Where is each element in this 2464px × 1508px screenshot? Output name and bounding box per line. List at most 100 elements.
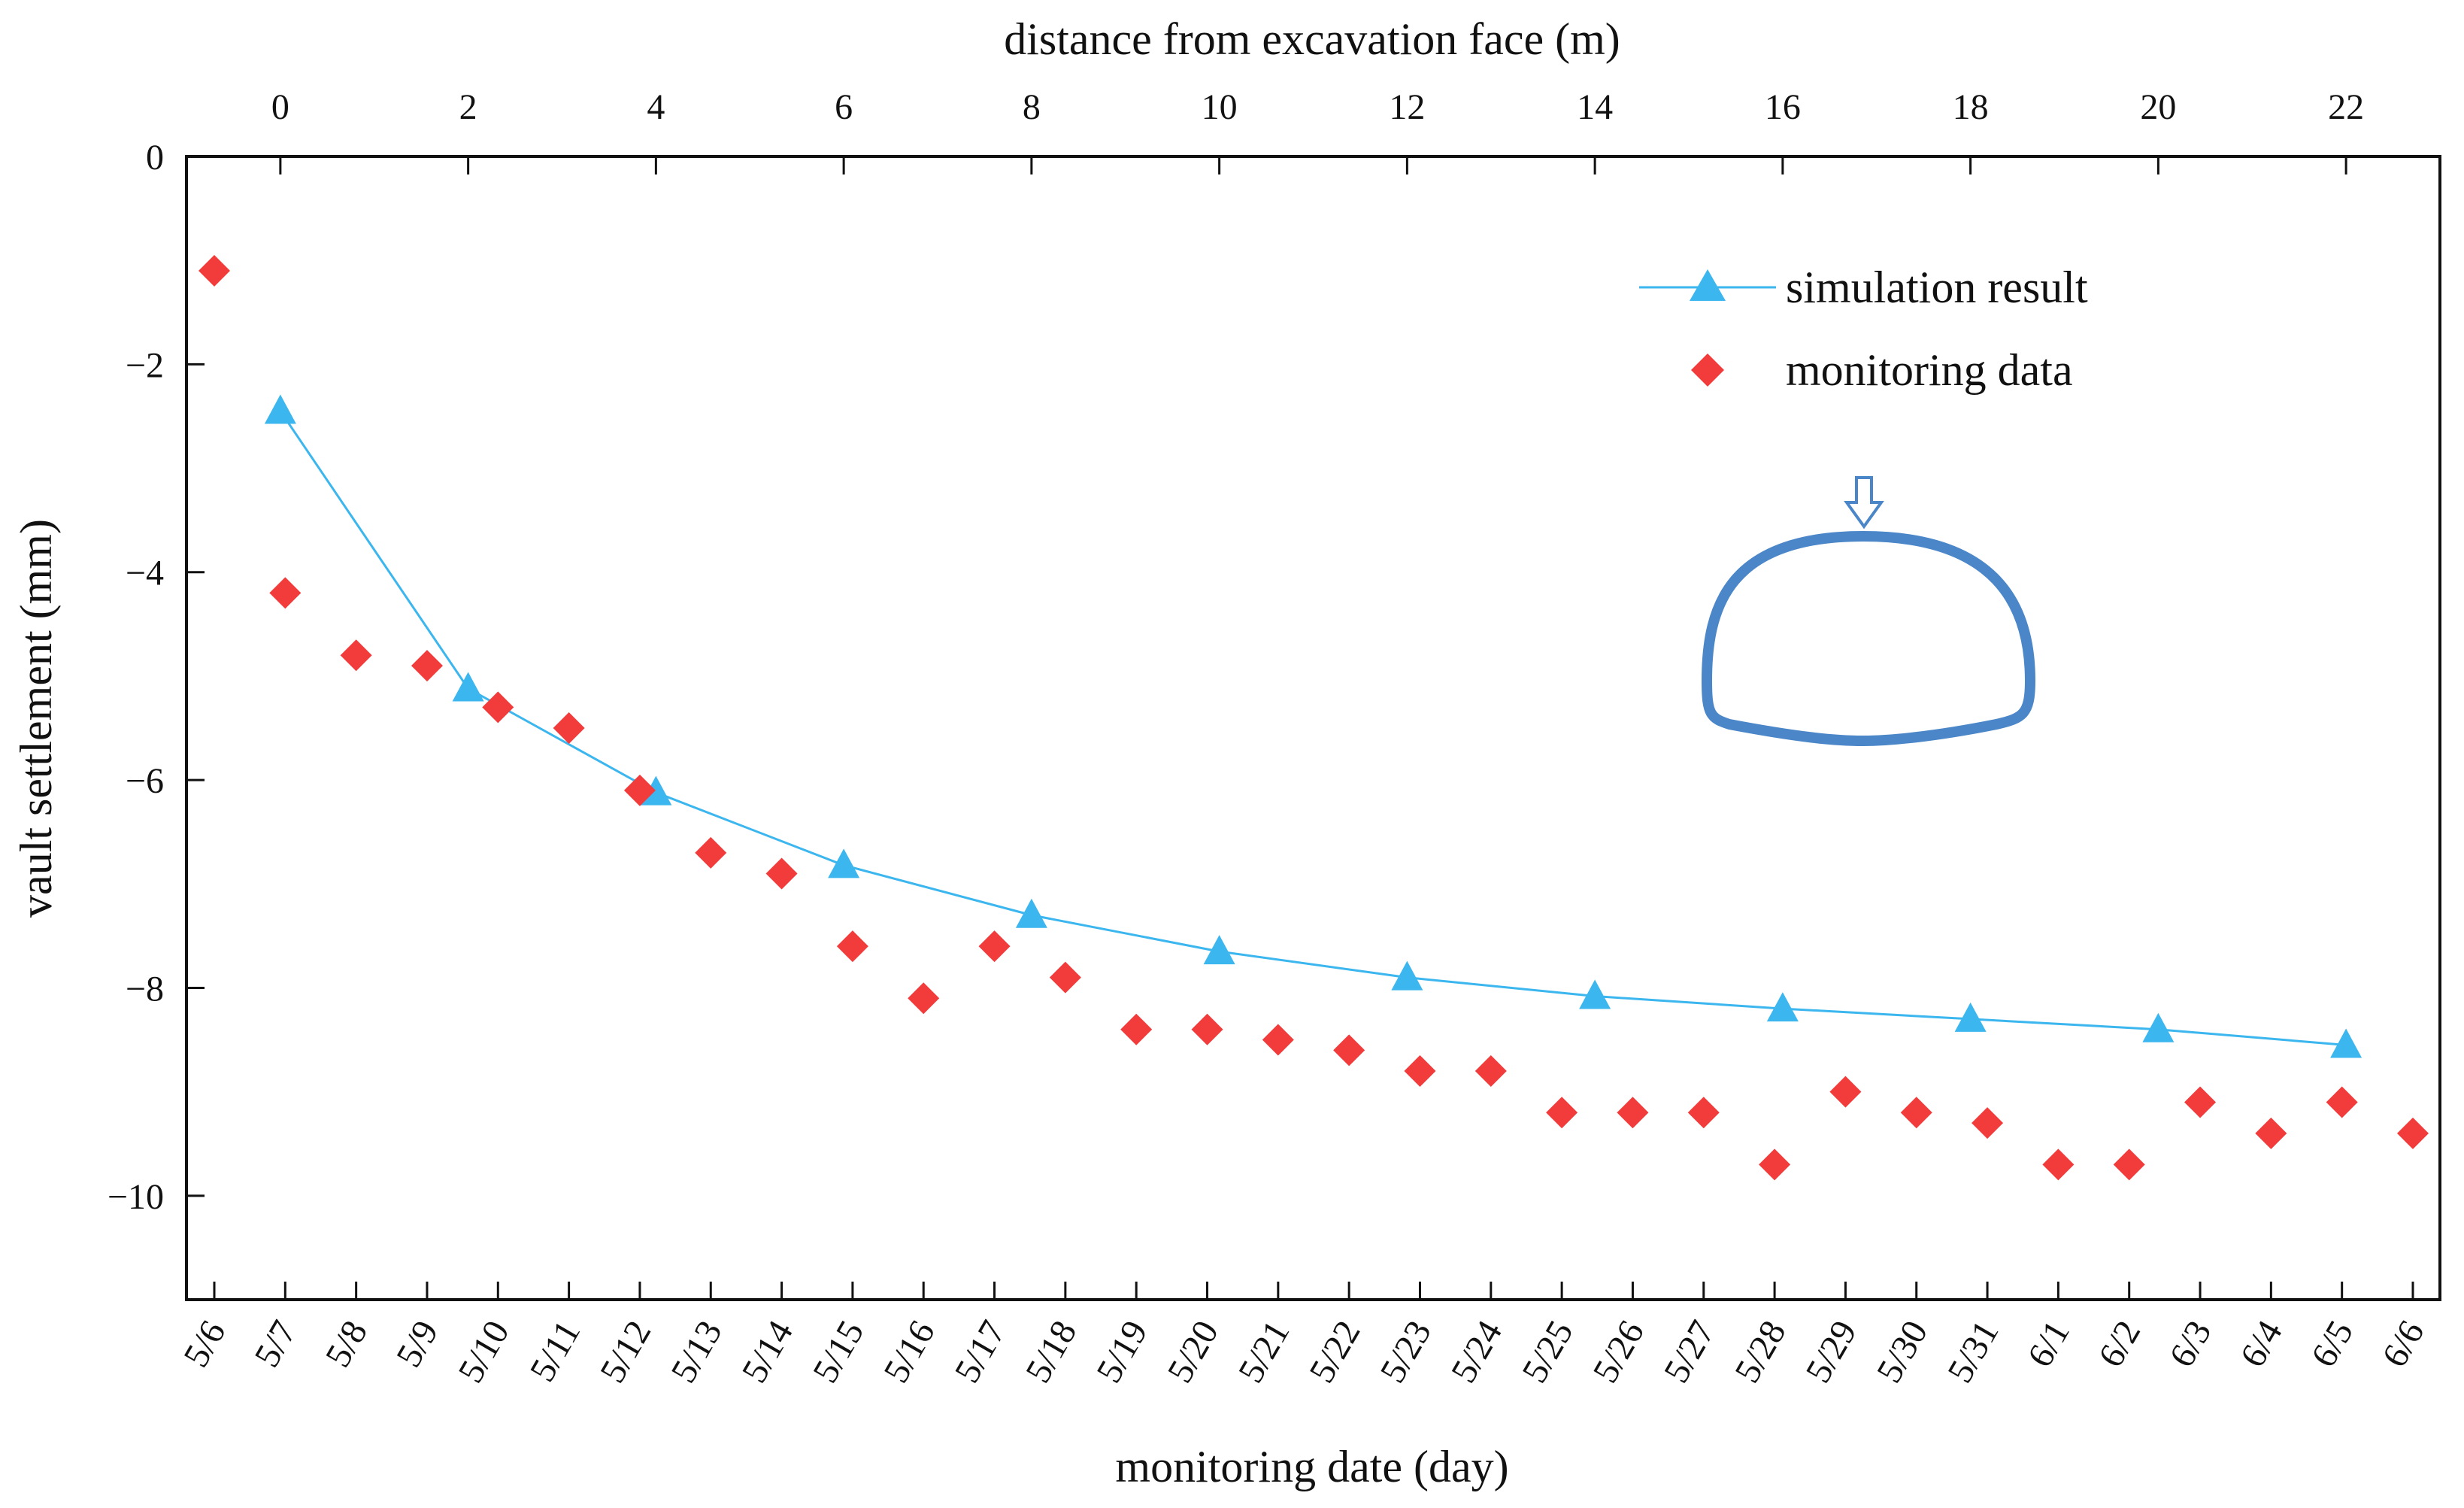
- plot-frame: [185, 155, 2441, 1301]
- bottom-axis-title: monitoring date (day): [1115, 1442, 1508, 1491]
- top-tick-label: 22: [2328, 87, 2364, 127]
- monitoring-point: [1333, 1034, 1365, 1067]
- simulation-point: [1015, 898, 1047, 928]
- monitoring-point: [2184, 1086, 2217, 1118]
- legend-mon-label: monitoring data: [1786, 345, 2073, 395]
- simulation-point: [1954, 1002, 1987, 1032]
- monitoring-point: [1900, 1097, 1932, 1129]
- monitoring-point: [411, 650, 443, 682]
- bottom-tick-label: 6/3: [2162, 1314, 2220, 1374]
- down-arrow-icon: [1844, 476, 1884, 529]
- top-tick-label: 4: [647, 87, 665, 127]
- bottom-tick-label: 6/5: [2304, 1314, 2362, 1374]
- top-tick-label: 16: [1765, 87, 1801, 127]
- simulation-point: [2142, 1012, 2175, 1042]
- simulation-point: [2330, 1028, 2362, 1058]
- y-tick-label: −8: [126, 969, 164, 1009]
- monitoring-point: [695, 836, 727, 869]
- bottom-tick-label: 5/31: [1940, 1314, 2007, 1389]
- bottom-tick-label: 5/25: [1514, 1314, 1581, 1389]
- simulation-point: [452, 672, 484, 702]
- monitoring-point: [765, 857, 798, 890]
- monitoring-point: [1191, 1013, 1223, 1045]
- bottom-tick-label: 5/22: [1302, 1314, 1368, 1389]
- top-tick-label: 12: [1389, 87, 1425, 127]
- y-tick-label: −6: [126, 761, 164, 801]
- monitoring-point: [340, 639, 372, 672]
- bottom-tick-label: 6/6: [2375, 1314, 2432, 1374]
- bottom-tick-label: 6/2: [2091, 1314, 2149, 1374]
- bottom-tick-label: 5/24: [1444, 1314, 1511, 1389]
- monitoring-point: [553, 712, 585, 744]
- tunnel-cross-section-icon: [1701, 476, 2036, 747]
- monitoring-point: [1049, 961, 1081, 994]
- top-tick-label: 10: [1202, 87, 1238, 127]
- bottom-tick-label: 5/6: [176, 1314, 234, 1374]
- y-tick-label: −2: [126, 345, 164, 385]
- top-tick-label: 20: [2140, 87, 2176, 127]
- plot-border: [185, 155, 2441, 1301]
- bottom-tick-label: 5/20: [1159, 1314, 1226, 1389]
- bottom-tick-label: 5/26: [1585, 1314, 1652, 1389]
- top-axis-ticks: 0 2 4 6 8 10 12 14 16 18 20 22: [271, 87, 2364, 174]
- series-monitoring-data: [199, 255, 2429, 1181]
- y-tick-label: −10: [108, 1177, 164, 1217]
- monitoring-point: [2255, 1117, 2287, 1149]
- bottom-tick-label: 5/28: [1727, 1314, 1794, 1389]
- monitoring-point: [836, 930, 868, 963]
- bottom-tick-label: 5/13: [663, 1314, 730, 1389]
- bottom-tick-label: 5/18: [1018, 1314, 1085, 1389]
- y-tick-label: −4: [126, 554, 164, 593]
- monitoring-point: [1262, 1024, 1294, 1056]
- monitoring-point: [623, 774, 656, 806]
- top-tick-label: 0: [271, 87, 289, 127]
- bottom-tick-label: 5/19: [1089, 1314, 1156, 1389]
- monitoring-point: [2326, 1086, 2358, 1118]
- legend-sim-marker: [1690, 269, 1726, 301]
- bottom-tick-label: 5/10: [450, 1314, 517, 1389]
- simulation-point: [1391, 960, 1423, 991]
- bottom-tick-label: 5/17: [947, 1314, 1014, 1389]
- bottom-tick-label: 5/8: [318, 1314, 376, 1374]
- monitoring-point: [1617, 1097, 1649, 1129]
- y-tick-label: 0: [146, 138, 164, 178]
- bottom-tick-label: 5/23: [1372, 1314, 1439, 1389]
- top-tick-label: 8: [1023, 87, 1041, 127]
- bottom-axis-ticks: 5/6 5/7 5/8 5/9 5/10 5/11 5/12 5/13 5/14 5/15 5/16…: [176, 1282, 2432, 1389]
- bottom-tick-label: 5/7: [247, 1314, 305, 1374]
- monitoring-point: [2042, 1148, 2075, 1181]
- bottom-tick-label: 5/30: [1869, 1314, 1936, 1389]
- bottom-tick-label: 5/21: [1231, 1314, 1298, 1389]
- monitoring-point: [1404, 1055, 1436, 1087]
- simulation-point: [264, 394, 296, 424]
- y-axis-title: vault settlement (mm): [11, 519, 61, 918]
- monitoring-point: [2397, 1117, 2429, 1149]
- top-tick-label: 2: [459, 87, 477, 127]
- monitoring-point: [1687, 1097, 1720, 1129]
- top-tick-label: 6: [835, 87, 853, 127]
- monitoring-point: [1759, 1148, 1791, 1181]
- monitoring-point: [1829, 1076, 1862, 1108]
- series-simulation-result: [264, 394, 2362, 1058]
- monitoring-point: [482, 691, 514, 724]
- bottom-tick-label: 5/27: [1656, 1314, 1723, 1389]
- top-tick-label: 14: [1577, 87, 1613, 127]
- monitoring-point: [1972, 1107, 2004, 1139]
- bottom-tick-label: 5/14: [735, 1314, 802, 1389]
- bottom-tick-label: 5/29: [1798, 1314, 1865, 1389]
- monitoring-point: [269, 577, 302, 609]
- bottom-tick-label: 5/11: [522, 1314, 588, 1388]
- monitoring-point: [1474, 1055, 1507, 1087]
- bottom-tick-label: 5/12: [593, 1314, 659, 1389]
- bottom-tick-label: 6/4: [2232, 1314, 2290, 1374]
- y-axis-ticks: 0 −2 −4 −6 −8 −10: [108, 138, 205, 1217]
- simulation-point: [828, 848, 860, 878]
- monitoring-point: [1120, 1013, 1153, 1045]
- legend-mon-marker: [1691, 353, 1724, 387]
- simulation-point: [1766, 992, 1799, 1022]
- bottom-tick-label: 5/9: [389, 1314, 447, 1374]
- tunnel-outline-icon: [1701, 530, 2036, 747]
- bottom-tick-label: 6/1: [2020, 1314, 2078, 1374]
- simulation-point: [1579, 979, 1611, 1009]
